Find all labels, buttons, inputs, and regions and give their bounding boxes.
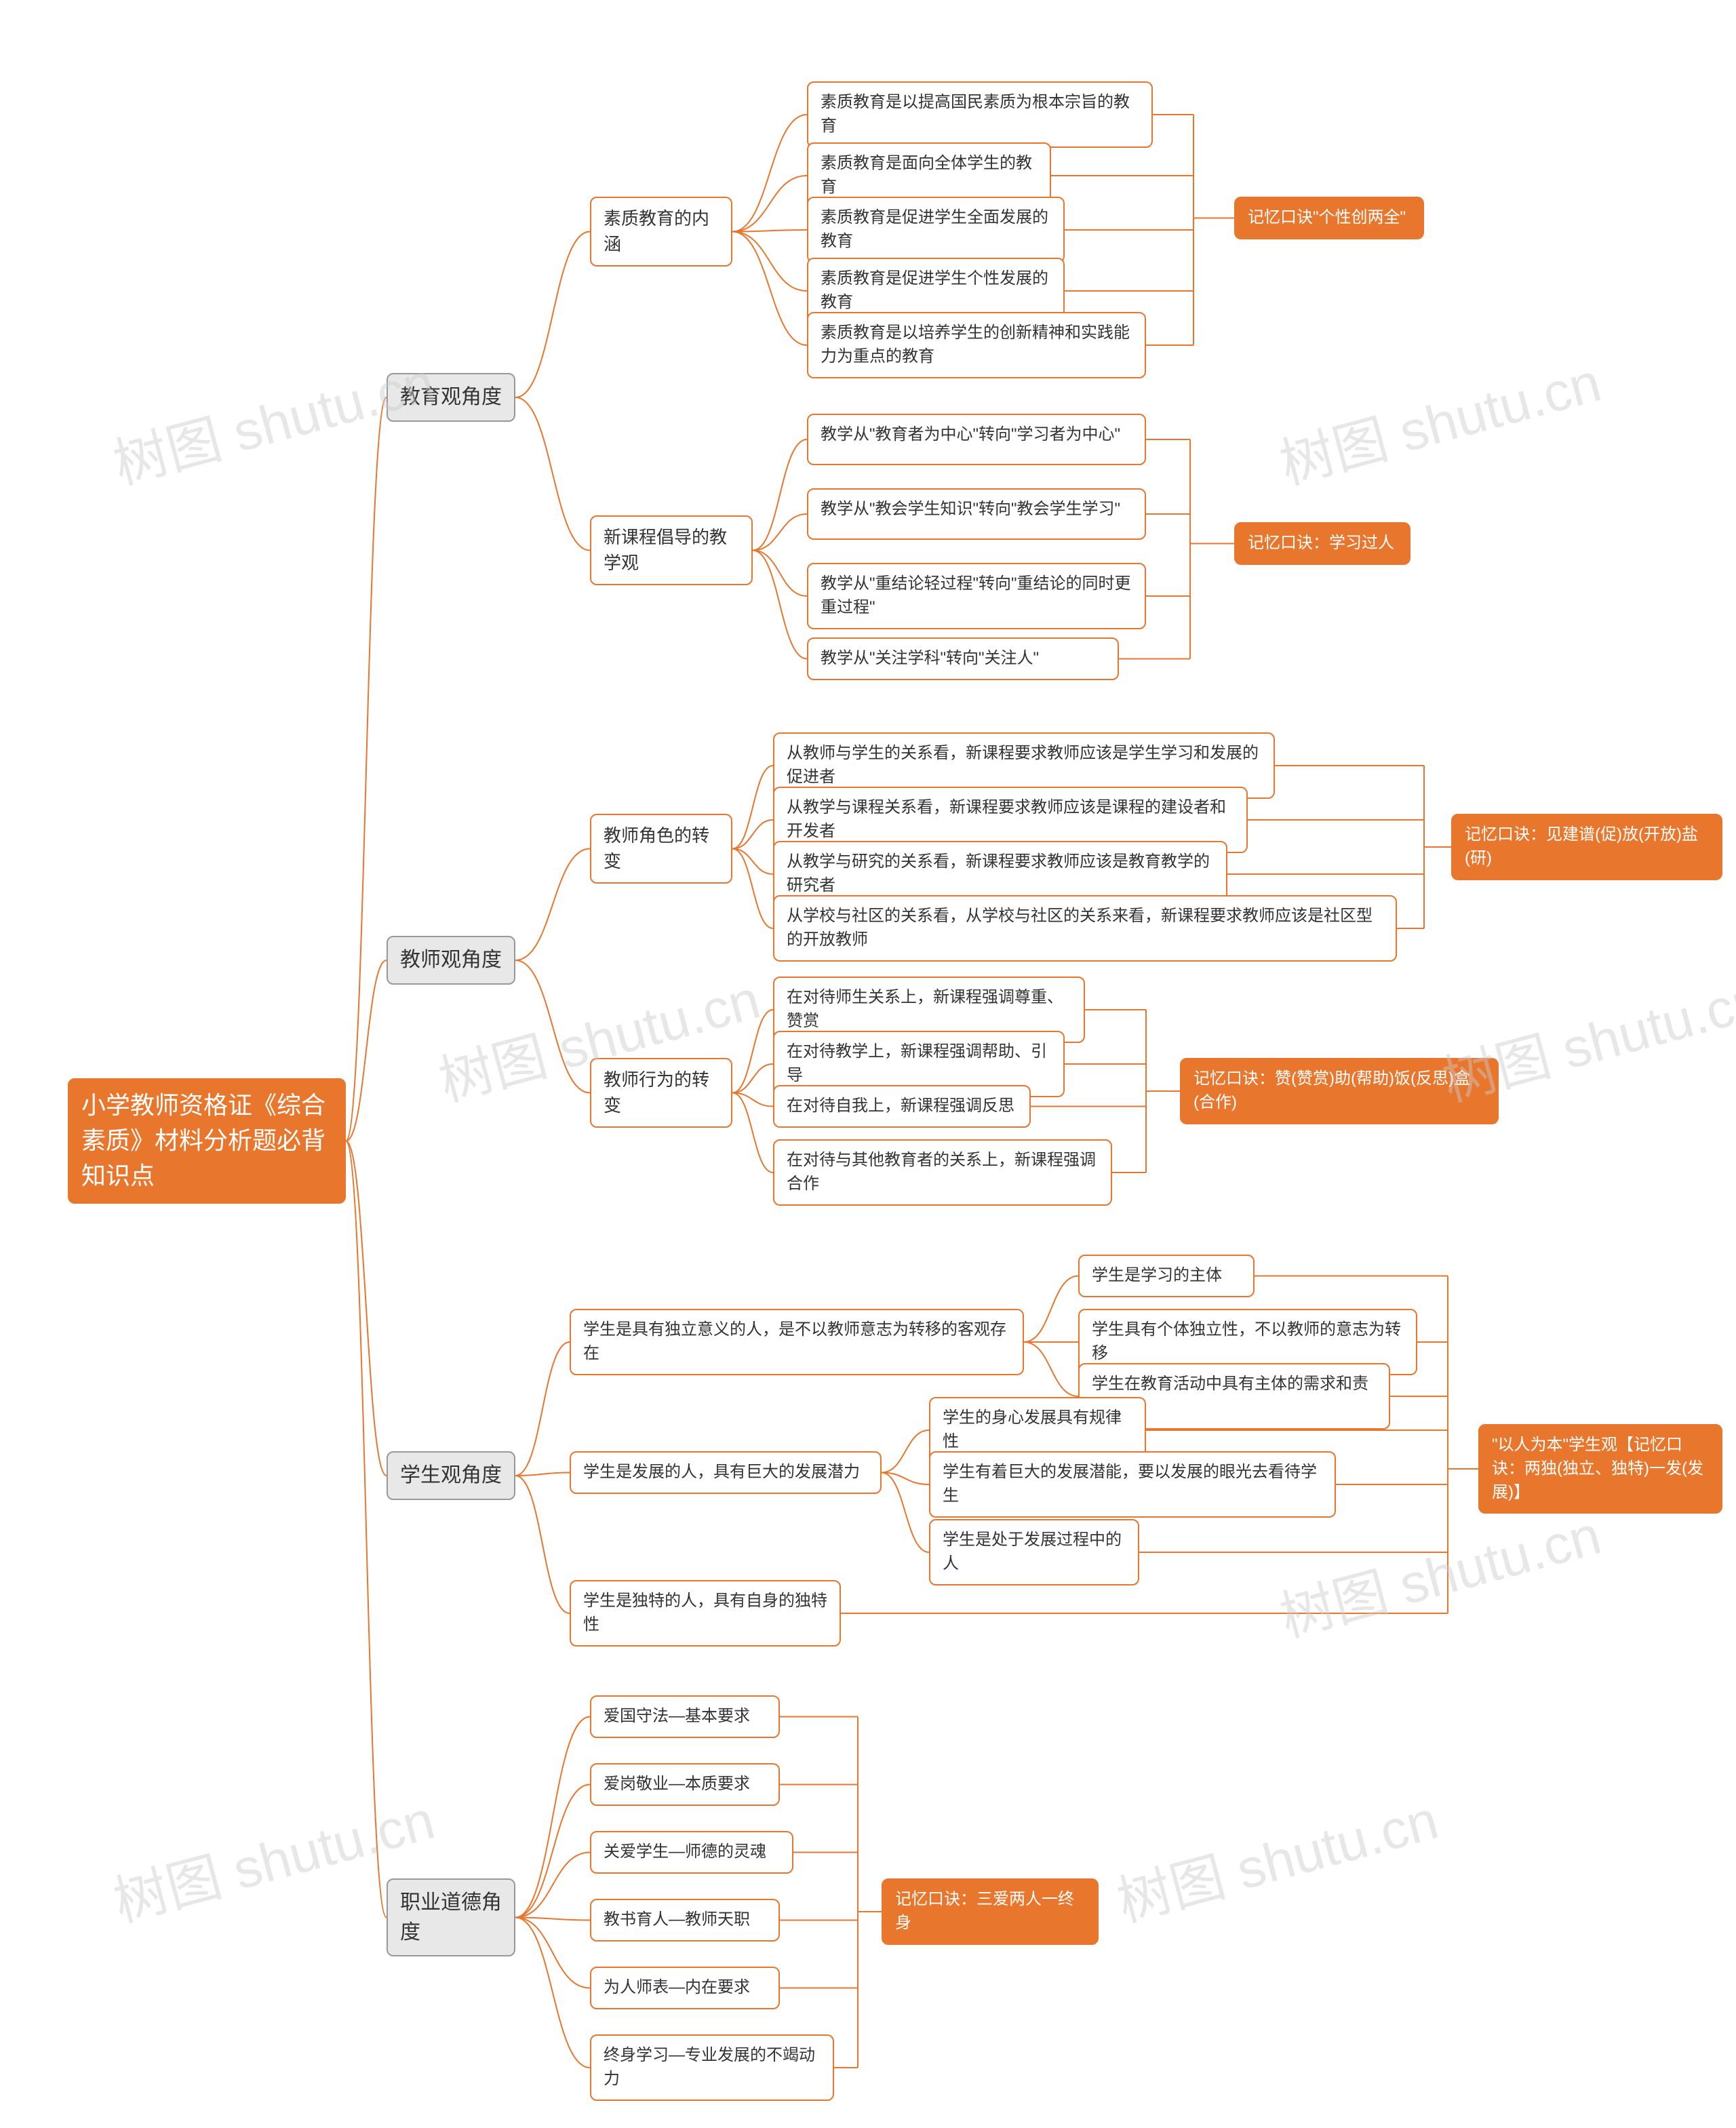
leaf-node: 为人师表—内在要求 xyxy=(590,1967,780,2009)
l2-node-edu_a: 素质教育的内涵 xyxy=(590,197,732,267)
leaf-node: 素质教育是促进学生全面发展的教育 xyxy=(807,197,1065,263)
l2-node-edu_b: 新课程倡导的教学观 xyxy=(590,515,753,585)
watermark: 树图 shutu.cn xyxy=(1270,338,1608,499)
callout-ethics: 记忆口诀：三爱两人一终身 xyxy=(882,1878,1099,1945)
leaf-node: 在对待自我上，新课程强调反思 xyxy=(773,1085,1031,1128)
l2-node-stu_a: 学生是具有独立意义的人，是不以教师意志为转移的客观存在 xyxy=(570,1309,1024,1375)
callout-student: "以人为本"学生观【记忆口诀：两独(独立、独特)一发(发展)】 xyxy=(1478,1424,1722,1514)
leaf-node: 教书育人—教师天职 xyxy=(590,1899,780,1942)
l1-node-teacher: 教师观角度 xyxy=(387,936,515,985)
l1-node-ethics: 职业道德角度 xyxy=(387,1878,515,1956)
leaf-node: 从学校与社区的关系看，从学校与社区的关系来看，新课程要求教师应该是社区型的开放教… xyxy=(773,895,1397,962)
l2-node-teacher_b: 教师行为的转变 xyxy=(590,1058,732,1128)
callout-edu_a: 记忆口诀"个性创两全" xyxy=(1234,197,1424,239)
callout-edu_b: 记忆口诀：学习过人 xyxy=(1234,522,1410,565)
leaf-node: 在对待与其他教育者的关系上，新课程强调合作 xyxy=(773,1139,1112,1206)
leaf-node: 教学从"重结论轻过程"转向"重结论的同时更重过程" xyxy=(807,563,1146,629)
callout-teacher_a: 记忆口诀：见建谱(促)放(开放)盐(研) xyxy=(1451,814,1722,880)
mindmap-canvas: 小学教师资格证《综合素质》材料分析题必背知识点 教育观角度教师观角度学生观角度职业… xyxy=(0,0,1736,2128)
leaf-node: 学生有着巨大的发展潜能，要以发展的眼光去看待学生 xyxy=(929,1451,1336,1518)
leaf-node: 学生是学习的主体 xyxy=(1078,1255,1255,1297)
l1-node-student: 学生观角度 xyxy=(387,1451,515,1500)
watermark: 树图 shutu.cn xyxy=(1107,1776,1445,1937)
leaf-node: 终身学习—专业发展的不竭动力 xyxy=(590,2034,834,2101)
leaf-node: 教学从"教育者为中心"转向"学习者为中心" xyxy=(807,414,1146,465)
l2-node-stu_c: 学生是独特的人，具有自身的独特性 xyxy=(570,1580,841,1647)
leaf-node: 教学从"关注学科"转向"关注人" xyxy=(807,637,1119,680)
leaf-node: 爱岗敬业—本质要求 xyxy=(590,1763,780,1806)
leaf-node: 学生是处于发展过程中的人 xyxy=(929,1519,1139,1585)
leaf-node: 爱国守法—基本要求 xyxy=(590,1695,780,1738)
l1-node-edu: 教育观角度 xyxy=(387,373,515,422)
l2-node-teacher_a: 教师角色的转变 xyxy=(590,814,732,884)
root-node: 小学教师资格证《综合素质》材料分析题必背知识点 xyxy=(68,1078,346,1204)
callout-teacher_b: 记忆口诀：赞(赞赏)助(帮助)饭(反思)盒(合作) xyxy=(1180,1058,1499,1124)
leaf-node: 关爱学生—师德的灵魂 xyxy=(590,1831,793,1874)
leaf-node: 素质教育是以提高国民素质为根本宗旨的教育 xyxy=(807,81,1153,148)
leaf-node: 素质教育是以培养学生的创新精神和实践能力为重点的教育 xyxy=(807,312,1146,378)
leaf-node: 教学从"教会学生知识"转向"教会学生学习" xyxy=(807,488,1146,540)
l2-node-stu_b: 学生是发展的人，具有巨大的发展潜力 xyxy=(570,1451,882,1494)
